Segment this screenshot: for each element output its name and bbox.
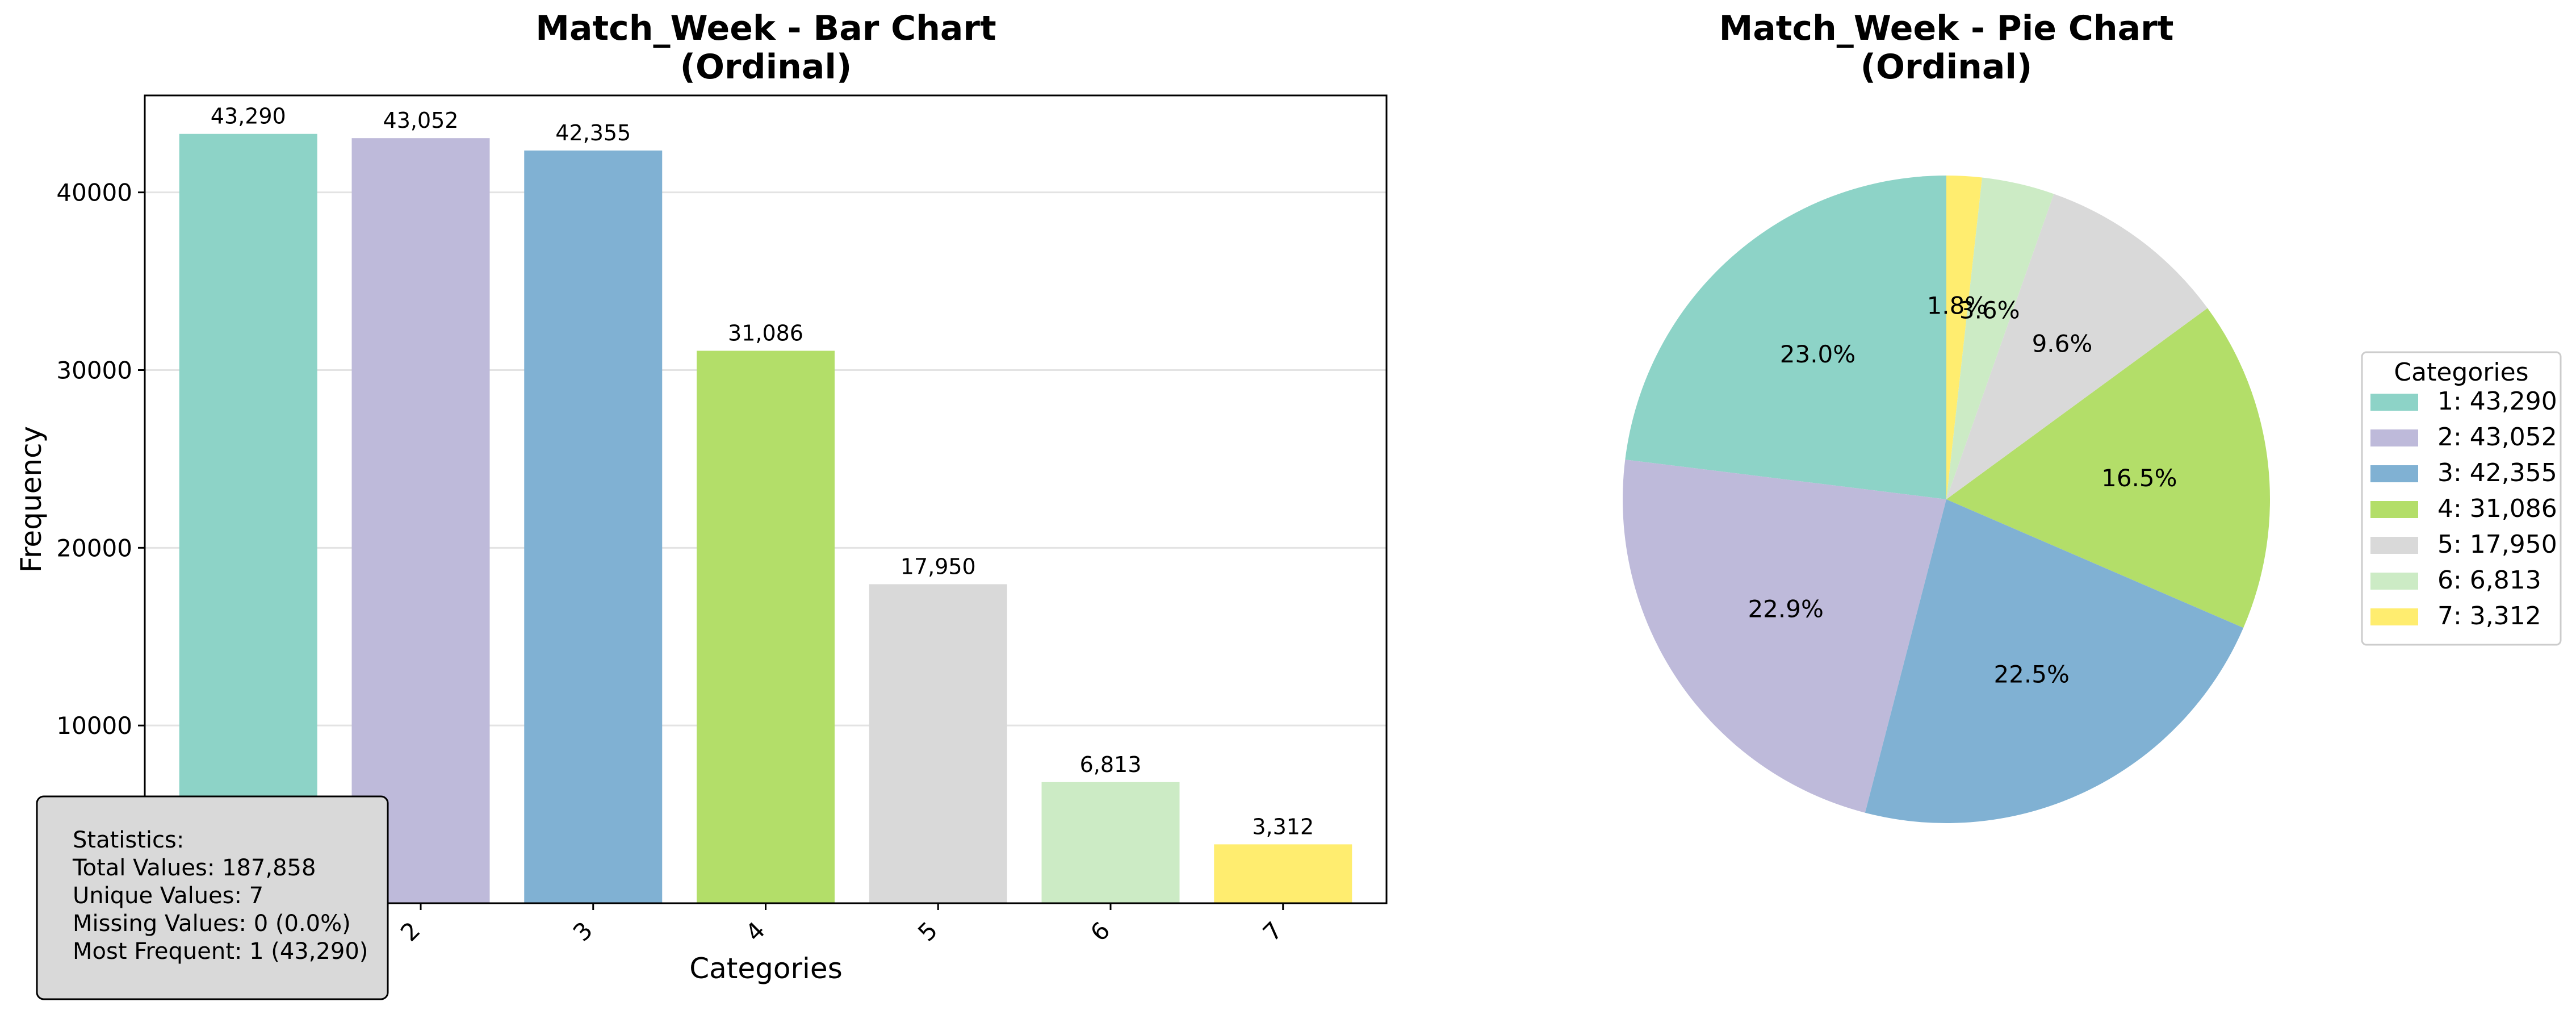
pie-percent-label: 16.5% <box>2101 464 2177 492</box>
bar-value-label: 17,950 <box>900 554 976 579</box>
bar-value-label: 42,355 <box>555 120 631 145</box>
pie-chart-legend: Categories 1: 43,290 2: 43,052 3: 42,355 4:… <box>2361 351 2562 646</box>
pie-slice-6 <box>1946 177 2054 500</box>
statistics-box-background <box>36 795 389 1000</box>
statistics-line: Missing Values: 0 (0.0%) <box>73 911 351 937</box>
legend-swatch <box>2370 501 2418 518</box>
legend-entry: 4: 31,086 <box>2437 494 2557 523</box>
legend-swatch <box>2370 608 2418 625</box>
y-tick-label: 10000 <box>56 712 132 740</box>
pie-chart-percent-labels: 23.0% 22.9% 22.5% 16.5% 9.6% 3.6%1.8% <box>1748 292 2177 688</box>
bar-chart-y-axis-label: Frequency <box>15 426 48 573</box>
bar-value-label: 3,312 <box>1252 814 1314 839</box>
y-tick-label: 20000 <box>56 534 132 562</box>
bar-chart-title: Match_Week - Bar Chart <box>535 9 996 48</box>
x-tick-label: 6 <box>1085 916 1116 947</box>
pie-slice-4 <box>1946 308 2271 628</box>
bar-chart-bars <box>179 133 1352 904</box>
statistics-box: Statistics: Total Values: 187,858 Unique… <box>36 795 389 1000</box>
bar-value-label: 43,290 <box>211 104 286 129</box>
pie-percent-label: 23.0% <box>1780 340 1855 368</box>
legend-items: 1: 43,290 2: 43,052 3: 42,355 4: 31,086 5: 1… <box>2370 387 2557 631</box>
pie-percent-label: 9.6% <box>2032 329 2093 357</box>
legend-swatch <box>2370 465 2418 482</box>
pie-slice-7 <box>1946 176 1983 499</box>
bar-chart-y-ticks: 10000 20000 30000 40000 <box>56 179 145 740</box>
legend-entry: 2: 43,052 <box>2437 423 2557 452</box>
bar-chart-x-axis-label: Categories <box>689 952 843 985</box>
x-tick-label: 2 <box>395 916 426 947</box>
legend-swatch <box>2370 573 2418 590</box>
x-tick-label: 7 <box>1258 916 1288 947</box>
statistics-line: Total Values: 187,858 <box>72 855 316 881</box>
y-tick-label: 40000 <box>56 179 132 207</box>
bar-chart-axes: 43,290 43,052 42,355 31,086 17,950 6,813 3,312… <box>56 94 1388 947</box>
legend-entry: 7: 3,312 <box>2437 602 2541 631</box>
pie-slice-3 <box>1865 499 2244 823</box>
bar-value-label: 31,086 <box>728 321 803 346</box>
legend-entry: 1: 43,290 <box>2437 387 2557 416</box>
bar-5 <box>869 584 1007 903</box>
y-tick-label: 30000 <box>56 356 132 384</box>
pie-percent-label: 22.9% <box>1748 595 1823 623</box>
pie-slice-2 <box>1623 460 1946 813</box>
statistics-line: Most Frequent: 1 (43,290) <box>73 938 368 965</box>
bar-7 <box>1214 844 1352 903</box>
statistics-line: Unique Values: 7 <box>73 883 263 909</box>
pie-slice-1 <box>1625 176 1946 499</box>
bar-value-label: 43,052 <box>383 108 459 133</box>
statistics-line: Statistics: <box>73 827 184 853</box>
pie-percent-label: 22.5% <box>1993 660 2069 688</box>
bar-4 <box>697 350 835 903</box>
bar-chart-data-labels: 43,290 43,052 42,355 31,086 17,950 6,813 3,312 <box>211 104 1314 840</box>
pie-percent-label: 1.8% <box>1927 292 1988 320</box>
legend-entry: 5: 17,950 <box>2437 530 2557 559</box>
pie-chart-slices <box>1623 176 2271 823</box>
legend-title: Categories <box>2394 358 2528 387</box>
bar-6 <box>1041 782 1180 903</box>
legend-swatch <box>2370 394 2418 411</box>
bar-1 <box>179 133 317 903</box>
legend-entry: 6: 6,813 <box>2437 566 2541 595</box>
x-tick-label: 4 <box>740 916 770 947</box>
bar-chart-subtitle: (Ordinal) <box>680 47 852 87</box>
legend-swatch <box>2370 429 2418 446</box>
legend-swatch <box>2370 537 2418 554</box>
bar-3 <box>524 150 663 903</box>
bar-2 <box>351 138 490 904</box>
pie-chart-subtitle: (Ordinal) <box>1861 47 2033 87</box>
pie-chart-title: Match_Week - Pie Chart <box>1719 9 2174 48</box>
bar-value-label: 6,813 <box>1080 752 1142 777</box>
legend-entry: 3: 42,355 <box>2437 458 2557 487</box>
x-tick-label: 3 <box>568 916 598 947</box>
legend-frame <box>2361 351 2562 646</box>
x-tick-label: 5 <box>912 916 943 947</box>
pie-percent-label: 3.6% <box>1959 297 2020 324</box>
pie-slice-5 <box>1946 194 2208 500</box>
